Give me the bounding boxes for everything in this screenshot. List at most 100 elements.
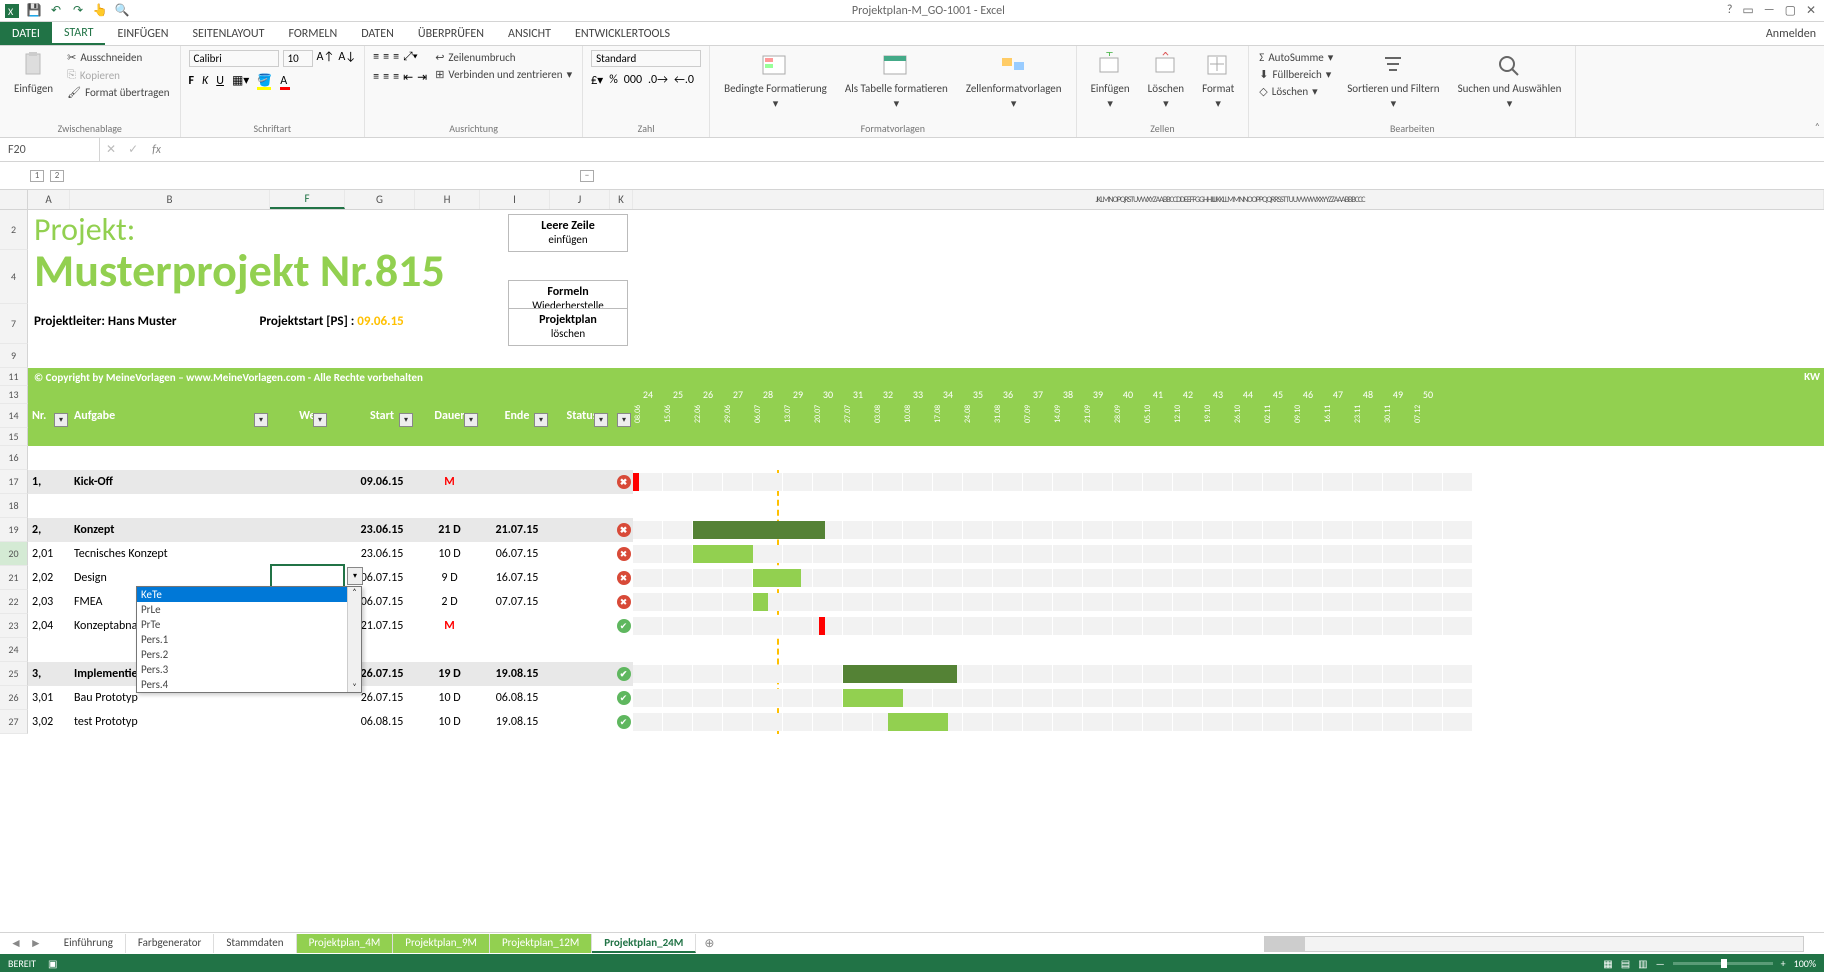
cell-styles-button[interactable]: Zellenformatvorlagen▾ bbox=[960, 50, 1068, 112]
align-left-icon[interactable]: ≡ bbox=[373, 70, 379, 85]
outline-collapse[interactable]: − bbox=[580, 170, 594, 182]
delete-plan-button[interactable]: Projektplanlöschen bbox=[508, 308, 628, 346]
sheet-nav-next-icon[interactable]: ► bbox=[30, 936, 42, 951]
row-header[interactable]: 15 bbox=[0, 428, 28, 446]
row-header[interactable]: 27 bbox=[0, 710, 28, 734]
row-header[interactable]: 17 bbox=[0, 470, 28, 494]
dropdown-arrow[interactable]: ▾ bbox=[347, 567, 363, 585]
thousands-icon[interactable]: 000 bbox=[624, 73, 642, 88]
row-header[interactable]: 2 bbox=[0, 210, 28, 250]
view-normal-icon[interactable]: ▦ bbox=[1603, 957, 1612, 970]
grow-font-icon[interactable]: A↑ bbox=[317, 50, 335, 67]
dropdown-item[interactable]: PrTe bbox=[137, 617, 361, 632]
active-cell[interactable] bbox=[270, 564, 345, 588]
task-row[interactable]: 2,01Tecnisches Konzept23.06.1510 D06.07.… bbox=[28, 542, 633, 566]
insert-cells-button[interactable]: +Einfügen▾ bbox=[1085, 50, 1136, 112]
format-as-table-button[interactable]: Als Tabelle formatieren▾ bbox=[839, 50, 954, 112]
row-header[interactable]: 9 bbox=[0, 344, 28, 368]
cut-button[interactable]: ✂Ausschneiden bbox=[65, 50, 171, 65]
row-header[interactable]: 7 bbox=[0, 304, 28, 344]
help-icon[interactable]: ? bbox=[1727, 3, 1733, 18]
filter-button[interactable]: ▾ bbox=[399, 413, 413, 427]
tab-file[interactable]: DATEI bbox=[0, 22, 52, 45]
format-painter-button[interactable]: 🖌Format übertragen bbox=[65, 85, 171, 100]
currency-icon[interactable]: ₤▾ bbox=[591, 73, 603, 88]
sort-filter-button[interactable]: Sortieren und Filtern▾ bbox=[1341, 50, 1445, 112]
fill-button[interactable]: ⬇Füllbereich ▾ bbox=[1257, 67, 1335, 82]
col-headers-timeline[interactable]: JKLMNOPQRSTUVWXYZAABBCCDDEEFFGGHHIIJJKKL… bbox=[633, 190, 1824, 209]
dropdown-scrollbar[interactable]: ˄ ˅ bbox=[347, 587, 361, 692]
font-color-button[interactable]: A bbox=[280, 74, 287, 88]
font-size-combo[interactable]: 10 bbox=[283, 50, 313, 67]
col-header[interactable]: K bbox=[610, 190, 633, 209]
task-row[interactable]: 2,Konzept23.06.1521 D21.07.15✖ bbox=[28, 518, 633, 542]
zoom-out-icon[interactable]: — bbox=[1656, 957, 1665, 970]
col-header[interactable]: G bbox=[345, 190, 415, 209]
dropdown-item[interactable]: Pers.1 bbox=[137, 632, 361, 647]
minimize-icon[interactable]: — bbox=[1764, 3, 1775, 18]
row-header[interactable]: 19 bbox=[0, 518, 28, 542]
filter-button[interactable]: ▾ bbox=[313, 413, 327, 427]
sheet-tab[interactable]: Projektplan_9M bbox=[393, 934, 490, 953]
preview-icon[interactable]: 🔍 bbox=[114, 3, 130, 19]
row-header[interactable]: 20 bbox=[0, 542, 28, 566]
row-header[interactable]: 4 bbox=[0, 250, 28, 304]
fx-icon[interactable]: fx bbox=[144, 143, 169, 157]
row-header[interactable]: 11 bbox=[0, 368, 28, 386]
format-cells-button[interactable]: Format▾ bbox=[1196, 50, 1240, 112]
wrap-text-button[interactable]: ↩Zeilenumbruch bbox=[433, 50, 574, 65]
percent-icon[interactable]: % bbox=[609, 73, 618, 88]
number-format-combo[interactable]: Standard bbox=[591, 50, 701, 67]
row-header[interactable]: 18 bbox=[0, 494, 28, 518]
dropdown-item[interactable]: KeTe bbox=[137, 587, 361, 602]
undo-icon[interactable]: ↶ bbox=[48, 3, 64, 19]
filter-button[interactable]: ▾ bbox=[534, 413, 548, 427]
col-header[interactable]: A bbox=[28, 190, 70, 209]
col-header[interactable]: H bbox=[415, 190, 480, 209]
tab-insert[interactable]: EINFÜGEN bbox=[105, 22, 180, 45]
tab-start[interactable]: START bbox=[52, 22, 106, 45]
underline-button[interactable]: U bbox=[216, 74, 224, 88]
align-bottom-icon[interactable]: ≡ bbox=[393, 50, 399, 64]
borders-button[interactable]: ▦▾ bbox=[232, 73, 249, 88]
row-header[interactable]: 14 bbox=[0, 404, 28, 428]
align-top-icon[interactable]: ≡ bbox=[373, 50, 379, 64]
dropdown-item[interactable]: Pers.3 bbox=[137, 662, 361, 677]
dropdown-item[interactable]: PrLe bbox=[137, 602, 361, 617]
sheet-tab[interactable]: Projektplan_12M bbox=[490, 934, 592, 953]
touch-icon[interactable]: 👆 bbox=[92, 3, 108, 19]
filter-button[interactable]: ▾ bbox=[617, 413, 631, 427]
shrink-font-icon[interactable]: A↓ bbox=[338, 50, 356, 67]
find-select-button[interactable]: Suchen und Auswählen▾ bbox=[1452, 50, 1568, 112]
zoom-in-icon[interactable]: + bbox=[1781, 957, 1786, 970]
sheet-tab[interactable]: Farbgenerator bbox=[126, 934, 214, 953]
task-row[interactable] bbox=[28, 494, 633, 518]
bold-button[interactable]: F bbox=[189, 74, 195, 88]
col-header[interactable]: J bbox=[550, 190, 610, 209]
tab-formulas[interactable]: FORMELN bbox=[276, 22, 349, 45]
worksheet-grid[interactable]: 2 4 7 9 11 13 14 15 16 17181920212223242… bbox=[0, 210, 1824, 780]
tab-pagelayout[interactable]: SEITENLAYOUT bbox=[181, 22, 277, 45]
col-header[interactable]: F bbox=[270, 190, 345, 209]
dec-decimal-icon[interactable]: ←.0 bbox=[674, 73, 694, 88]
merge-center-button[interactable]: ⊞Verbinden und zentrieren ▾ bbox=[433, 67, 574, 82]
maximize-icon[interactable]: ▢ bbox=[1785, 3, 1796, 18]
view-pagelayout-icon[interactable]: ▤ bbox=[1621, 957, 1630, 970]
task-row[interactable]: 1,Kick-Off09.06.15M✖ bbox=[28, 470, 633, 494]
filter-button[interactable]: ▾ bbox=[254, 413, 268, 427]
inc-decimal-icon[interactable]: .0→ bbox=[648, 73, 668, 88]
zoom-slider[interactable] bbox=[1673, 962, 1773, 965]
sheet-tab[interactable]: Projektplan_24M bbox=[592, 934, 696, 953]
row-header[interactable]: 22 bbox=[0, 590, 28, 614]
row-header[interactable]: 25 bbox=[0, 662, 28, 686]
filter-button[interactable]: ▾ bbox=[464, 413, 478, 427]
row-header[interactable]: 23 bbox=[0, 614, 28, 638]
tab-data[interactable]: DATEN bbox=[349, 22, 406, 45]
tab-developer[interactable]: ENTWICKLERTOOLS bbox=[563, 22, 682, 45]
horizontal-scrollbar[interactable] bbox=[1264, 936, 1804, 952]
ribbon-options-icon[interactable]: ▭ bbox=[1742, 3, 1753, 18]
col-header[interactable]: B bbox=[70, 190, 270, 209]
indent-inc-icon[interactable]: ⇥ bbox=[417, 70, 427, 85]
orientation-icon[interactable]: ⤢▾ bbox=[403, 50, 418, 64]
conditional-formatting-button[interactable]: Bedingte Formatierung▾ bbox=[718, 50, 833, 112]
